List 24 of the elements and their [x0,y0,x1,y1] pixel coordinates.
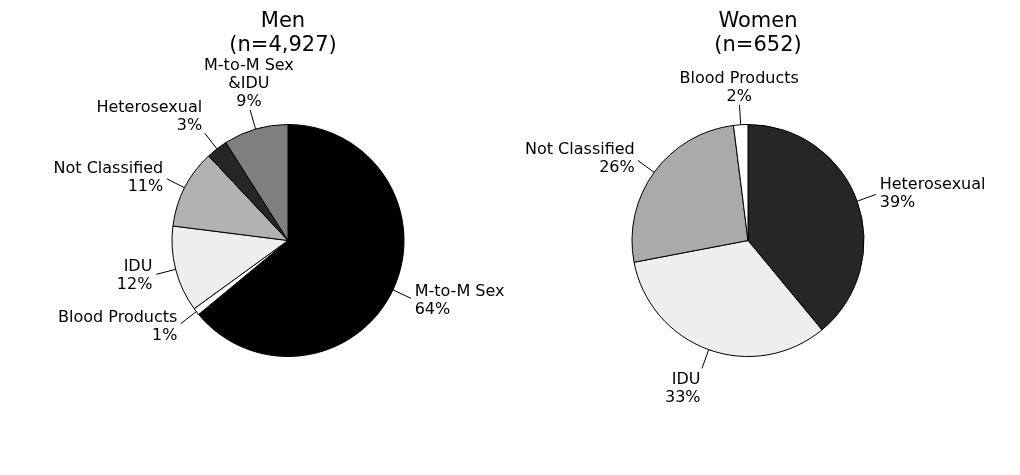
slice-label: Blood Products [58,307,178,327]
data-label: 1% [151,325,178,345]
data-label: 12% [116,274,153,294]
slice-label: Heterosexual [879,174,986,194]
slice-label: Not Classified [525,139,635,159]
data-label: 2% [726,85,752,105]
data-label: 39% [879,192,916,212]
data-label: 64% [414,299,451,319]
data-label: 26% [599,157,635,177]
chart-title: Women [717,8,799,32]
chart-subtitle: (n=4,927) [228,32,338,56]
data-label: 33% [665,387,701,407]
slice-label: Not Classified [53,157,164,177]
slice-label: IDU [123,256,153,276]
data-label: 11% [127,175,164,195]
chart-title: Men [259,8,307,32]
slice-label: M-to-M Sex [414,281,505,301]
slice-label: IDU [671,369,701,389]
slice-label: Blood Products [679,67,799,87]
data-label: 9% [236,91,262,111]
chart-subtitle: (n=652) [713,32,803,56]
slice-label: M-to-M Sex &IDU [204,55,294,93]
slice-label: Heterosexual [96,96,203,116]
data-label: 3% [176,114,203,134]
